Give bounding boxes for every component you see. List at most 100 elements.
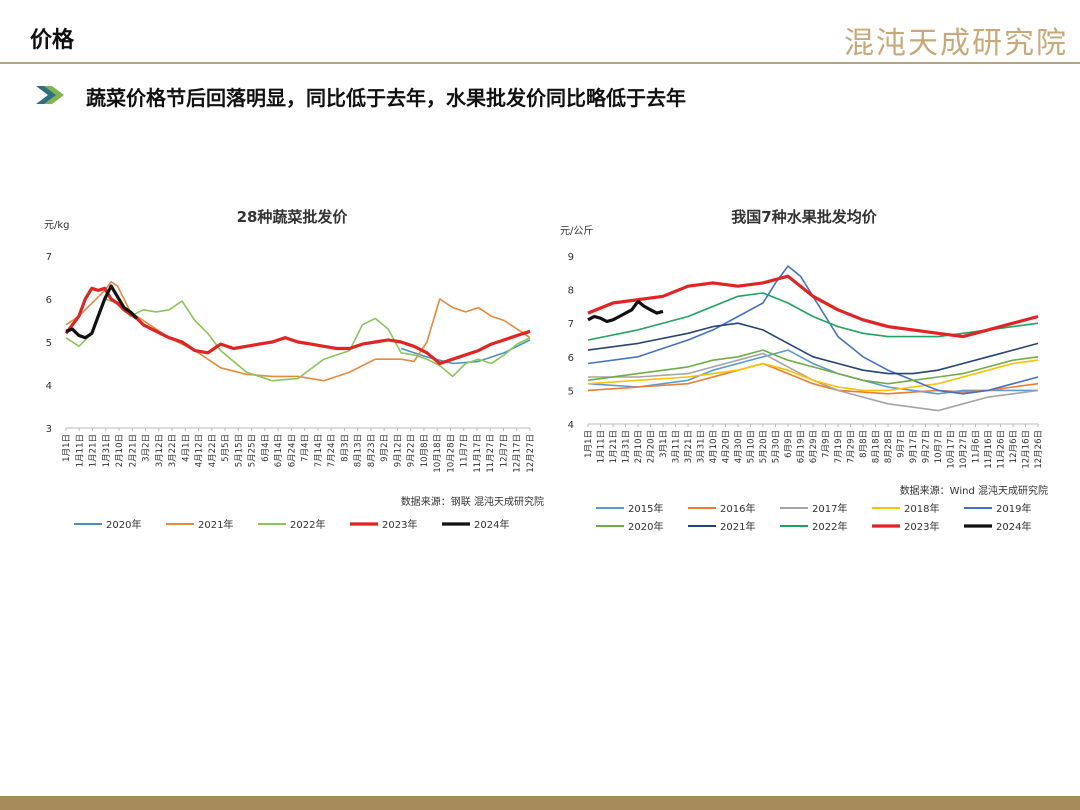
company-logo: 混沌天成研究院 bbox=[844, 12, 1066, 61]
x-tick-label: 1月11日 bbox=[597, 430, 607, 463]
series-line bbox=[588, 352, 1039, 412]
source-note: 数据来源：钢联 混沌天成研究院 bbox=[401, 495, 544, 508]
x-tick-label: 8月8日 bbox=[859, 430, 869, 458]
x-tick-label: 10月7日 bbox=[934, 430, 944, 463]
x-tick-label: 2月10日 bbox=[115, 434, 125, 467]
x-tick-label: 5月15日 bbox=[234, 434, 244, 467]
series-line bbox=[587, 359, 1039, 392]
y-tick-label: 7 bbox=[568, 319, 574, 330]
x-tick-label: 11月27日 bbox=[486, 434, 496, 473]
source-note: 数据来源：Wind 混沌天成研究院 bbox=[900, 484, 1048, 497]
series-line bbox=[64, 286, 531, 366]
y-tick-label: 5 bbox=[46, 338, 52, 349]
x-tick-label: 7月24日 bbox=[327, 434, 337, 467]
legend-label: 2021年 bbox=[198, 518, 233, 531]
x-tick-label: 10月28日 bbox=[446, 434, 456, 473]
x-tick-label: 9月22日 bbox=[407, 434, 417, 467]
series-line bbox=[65, 298, 531, 382]
x-tick-label: 6月19日 bbox=[797, 430, 807, 463]
x-tick-label: 10月27日 bbox=[959, 430, 969, 469]
x-tick-label: 10月18日 bbox=[433, 434, 443, 473]
x-tick-label: 6月24日 bbox=[287, 434, 297, 467]
series-line bbox=[587, 265, 1039, 395]
x-tick-label: 4月10日 bbox=[709, 430, 719, 463]
y-tick-label: 8 bbox=[568, 286, 574, 297]
x-tick-label: 12月16日 bbox=[1022, 430, 1032, 469]
legend-label: 2020年 bbox=[106, 518, 141, 531]
x-tick-label: 3月31日 bbox=[697, 430, 707, 463]
x-tick-label: 11月26日 bbox=[997, 430, 1007, 469]
legend-label: 2015年 bbox=[628, 502, 663, 515]
series-line bbox=[587, 292, 1039, 341]
x-tick-label: 4月1日 bbox=[181, 434, 191, 462]
y-axis-unit: 元/kg bbox=[44, 220, 70, 231]
logo-text: 混沌天成研究院 bbox=[844, 26, 1068, 61]
x-tick-label: 8月3日 bbox=[340, 434, 350, 462]
x-tick-label: 1月1日 bbox=[62, 434, 72, 462]
x-tick-label: 6月9日 bbox=[784, 430, 794, 458]
x-tick-label: 8月13日 bbox=[354, 434, 364, 467]
series-line bbox=[587, 322, 1039, 375]
legend-label: 2021年 bbox=[720, 520, 755, 533]
x-tick-label: 9月2日 bbox=[380, 434, 390, 462]
x-tick-label: 1月21日 bbox=[609, 430, 619, 463]
section-headline: 蔬菜价格节后回落明显，同比低于去年，水果批发价同比略低于去年 bbox=[86, 86, 686, 110]
legend-label: 2018年 bbox=[904, 502, 939, 515]
x-tick-label: 6月14日 bbox=[274, 434, 284, 467]
x-tick-label: 1月31日 bbox=[622, 430, 632, 463]
x-tick-label: 12月17日 bbox=[513, 434, 523, 473]
x-tick-label: 7月4日 bbox=[301, 434, 311, 462]
series-line bbox=[587, 299, 664, 324]
x-tick-label: 10月8日 bbox=[420, 434, 430, 467]
x-tick-label: 1月11日 bbox=[75, 434, 85, 467]
series-line bbox=[65, 284, 139, 340]
x-tick-label: 11月16日 bbox=[984, 430, 994, 469]
x-tick-label: 2月10日 bbox=[634, 430, 644, 463]
x-tick-label: 4月30日 bbox=[734, 430, 744, 463]
x-tick-label: 3月2日 bbox=[142, 434, 152, 462]
series-line bbox=[65, 281, 531, 382]
header-divider bbox=[0, 62, 1080, 64]
x-tick-label: 12月7日 bbox=[499, 434, 509, 467]
page-title: 价格 bbox=[30, 28, 75, 53]
x-tick-label: 9月17日 bbox=[909, 430, 919, 463]
x-tick-label: 1月1日 bbox=[584, 430, 594, 458]
y-tick-label: 9 bbox=[568, 252, 574, 263]
footer-bar bbox=[0, 796, 1080, 810]
x-tick-label: 1月31日 bbox=[102, 434, 112, 467]
x-tick-label: 8月23日 bbox=[367, 434, 377, 467]
y-tick-label: 7 bbox=[46, 252, 52, 263]
x-tick-label: 7月19日 bbox=[834, 430, 844, 463]
x-tick-label: 2月21日 bbox=[128, 434, 138, 467]
legend-label: 2022年 bbox=[812, 520, 847, 533]
legend-label: 2023年 bbox=[382, 518, 417, 531]
x-tick-label: 9月7日 bbox=[897, 430, 907, 458]
legend-label: 2019年 bbox=[996, 502, 1031, 515]
x-tick-label: 3月12日 bbox=[155, 434, 165, 467]
x-tick-label: 12月6日 bbox=[1009, 430, 1019, 463]
x-tick-label: 8月28日 bbox=[884, 430, 894, 463]
x-tick-label: 3月21日 bbox=[684, 430, 694, 463]
x-tick-label: 5月20日 bbox=[759, 430, 769, 463]
x-tick-label: 8月18日 bbox=[872, 430, 882, 463]
y-axis-unit: 元/公斤 bbox=[560, 225, 593, 237]
legend-label: 2023年 bbox=[904, 520, 939, 533]
x-tick-label: 4月12日 bbox=[195, 434, 205, 467]
legend-label: 2016年 bbox=[720, 502, 755, 515]
x-tick-label: 5月25日 bbox=[248, 434, 258, 467]
x-tick-label: 9月12日 bbox=[393, 434, 403, 467]
chart-title: 28种蔬菜批发价 bbox=[237, 208, 349, 226]
legend-label: 2022年 bbox=[290, 518, 325, 531]
x-tick-label: 3月11日 bbox=[672, 430, 682, 463]
x-tick-label: 4月20日 bbox=[722, 430, 732, 463]
x-tick-label: 3月22日 bbox=[168, 434, 178, 467]
x-tick-label: 6月29日 bbox=[809, 430, 819, 463]
x-tick-label: 1月21日 bbox=[89, 434, 99, 467]
x-tick-label: 12月27日 bbox=[526, 434, 536, 473]
x-tick-label: 11月7日 bbox=[460, 434, 470, 467]
y-tick-label: 5 bbox=[568, 386, 574, 397]
legend-label: 2020年 bbox=[628, 520, 663, 533]
chevron-right-icon bbox=[36, 86, 64, 104]
